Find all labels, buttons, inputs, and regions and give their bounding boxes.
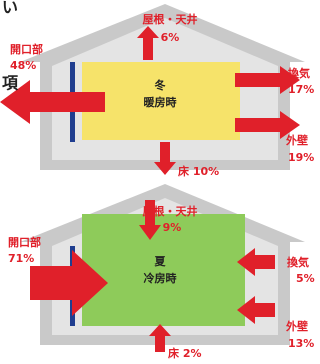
- fragment: 項: [2, 74, 19, 93]
- value: 71%: [8, 252, 34, 265]
- season: 冬: [155, 78, 166, 92]
- label: 開口部: [8, 235, 41, 249]
- season: 夏: [155, 255, 167, 268]
- value: 5%: [296, 272, 315, 285]
- value: 19%: [288, 151, 314, 164]
- diagram: い 項 冬 暖房時 屋根・天井 6% 開口部 48% 換気 17% 外壁 19%…: [0, 0, 319, 364]
- label: 外壁: [285, 319, 308, 333]
- value: 48%: [10, 59, 36, 72]
- mode: 冷房時: [144, 271, 177, 285]
- fragment: い: [2, 0, 18, 17]
- label: 換気: [287, 255, 309, 269]
- value: 9%: [163, 221, 182, 234]
- label: 開口部: [10, 42, 43, 56]
- value: 床 10%: [178, 164, 219, 178]
- label: 外壁: [285, 133, 308, 147]
- label: 換気: [288, 66, 310, 80]
- value: 17%: [288, 83, 314, 96]
- value: 床 2%: [168, 346, 202, 360]
- value: 13%: [288, 337, 314, 350]
- label: 屋根・天井: [143, 12, 198, 26]
- value: 6%: [161, 31, 180, 44]
- label: 屋根・天井: [143, 204, 198, 218]
- mode: 暖房時: [144, 95, 177, 109]
